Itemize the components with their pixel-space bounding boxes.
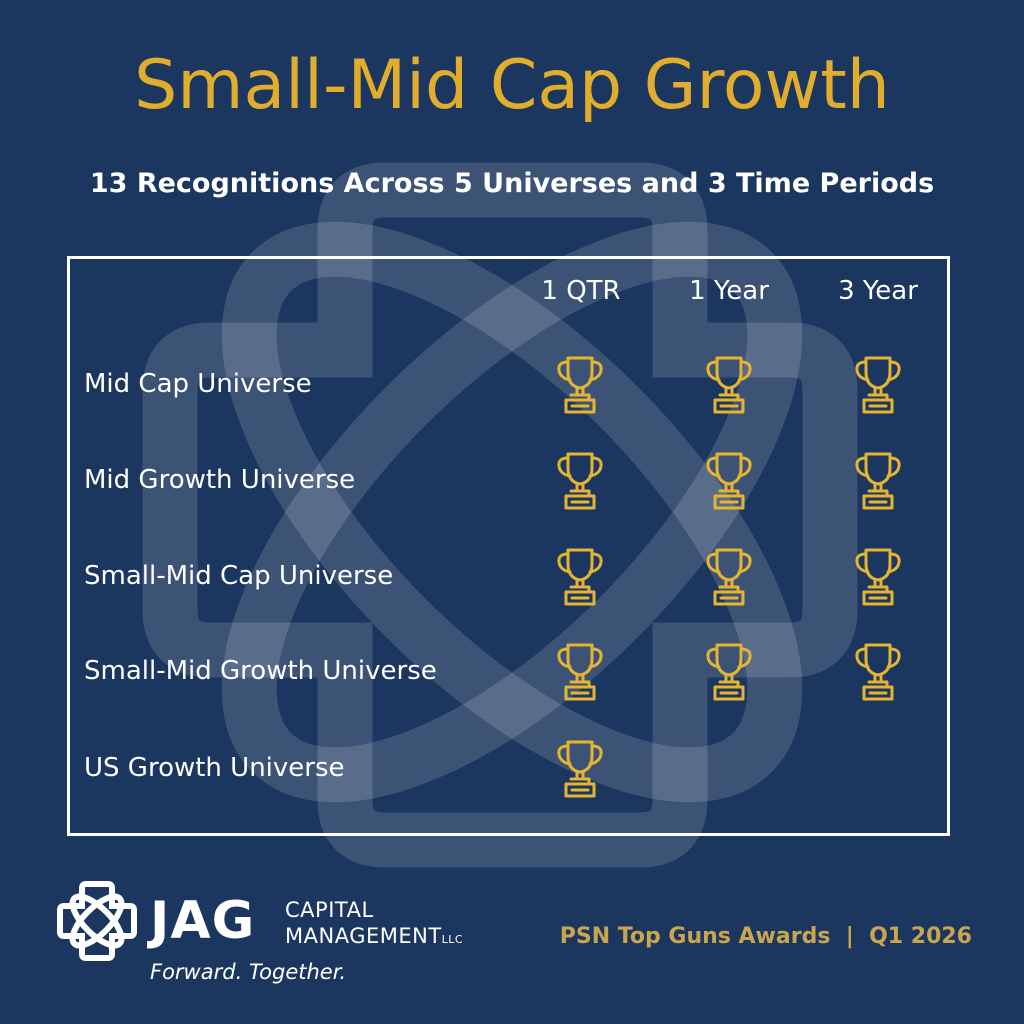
trophy-icon <box>706 452 752 510</box>
trophy-icon <box>557 643 603 701</box>
logo-capital-text: CAPITAL <box>285 898 374 922</box>
trophy-icon <box>706 356 752 414</box>
row-label-mid-cap: Mid Cap Universe <box>84 369 312 399</box>
award-footer: PSN Top Guns Awards | Q1 2026 <box>559 924 972 949</box>
logo-tagline: Forward. Together. <box>150 960 347 984</box>
row-label-us-growth: US Growth Universe <box>84 753 345 783</box>
trophy-icon <box>557 356 603 414</box>
jag-logo-icon <box>57 881 137 961</box>
trophy-icon <box>557 452 603 510</box>
row-label-small-mid-growth: Small-Mid Growth Universe <box>84 656 437 686</box>
trophy-icon <box>855 452 901 510</box>
logo-llc-suffix: LLC <box>441 933 464 946</box>
page-title: Small-Mid Cap Growth <box>134 46 890 125</box>
trophy-icon <box>706 548 752 606</box>
page-subtitle: 13 Recognitions Across 5 Universes and 3… <box>89 168 935 199</box>
logo-management-text: MANAGEMENTLLC <box>285 926 463 947</box>
trophy-icon <box>557 740 603 798</box>
trophy-icon <box>855 356 901 414</box>
row-label-small-mid-cap: Small-Mid Cap Universe <box>84 561 394 591</box>
column-header-1-year: 1 Year <box>689 276 769 306</box>
row-label-mid-growth: Mid Growth Universe <box>84 465 356 495</box>
trophy-icon <box>855 548 901 606</box>
column-header-1-qtr: 1 QTR <box>541 276 621 306</box>
logo-wordmark: JAG <box>150 891 256 951</box>
column-header-3-year: 3 Year <box>838 276 918 306</box>
trophy-icon <box>557 548 603 606</box>
trophy-icon <box>855 643 901 701</box>
trophy-icon <box>706 643 752 701</box>
logo-management-word: MANAGEMENT <box>285 924 442 948</box>
awards-table-frame <box>67 256 950 836</box>
